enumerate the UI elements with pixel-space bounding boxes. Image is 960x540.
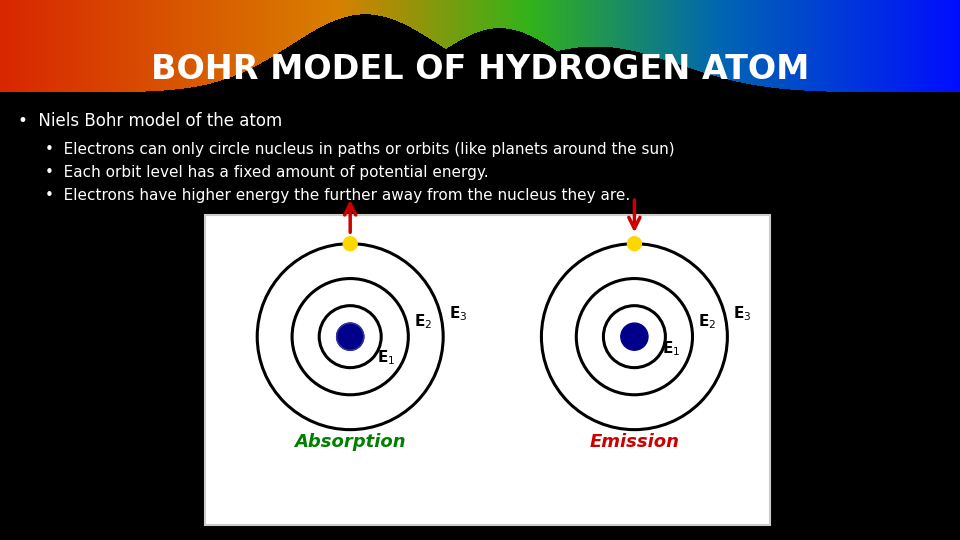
Circle shape: [628, 237, 641, 251]
Text: E$_1$: E$_1$: [661, 339, 680, 357]
Circle shape: [344, 237, 357, 251]
Text: E$_2$: E$_2$: [414, 312, 432, 330]
Text: •  Electrons can only circle nucleus in paths or orbits (like planets around the: • Electrons can only circle nucleus in p…: [45, 142, 675, 157]
Circle shape: [337, 323, 364, 350]
Text: E$_1$: E$_1$: [377, 349, 396, 367]
Text: E$_3$: E$_3$: [449, 304, 468, 323]
Text: •  Electrons have higher energy the further away from the nucleus they are.: • Electrons have higher energy the furth…: [45, 188, 631, 203]
Text: •  Niels Bohr model of the atom: • Niels Bohr model of the atom: [18, 112, 282, 130]
Bar: [205, 215, 770, 525]
Circle shape: [621, 323, 648, 350]
Text: E$_2$: E$_2$: [698, 312, 716, 330]
Text: •  Each orbit level has a fixed amount of potential energy.: • Each orbit level has a fixed amount of…: [45, 165, 489, 180]
Text: E$_3$: E$_3$: [733, 304, 752, 323]
Text: Emission: Emission: [589, 433, 680, 451]
Text: BOHR MODEL OF HYDROGEN ATOM: BOHR MODEL OF HYDROGEN ATOM: [151, 53, 809, 86]
Text: Absorption: Absorption: [295, 433, 406, 451]
